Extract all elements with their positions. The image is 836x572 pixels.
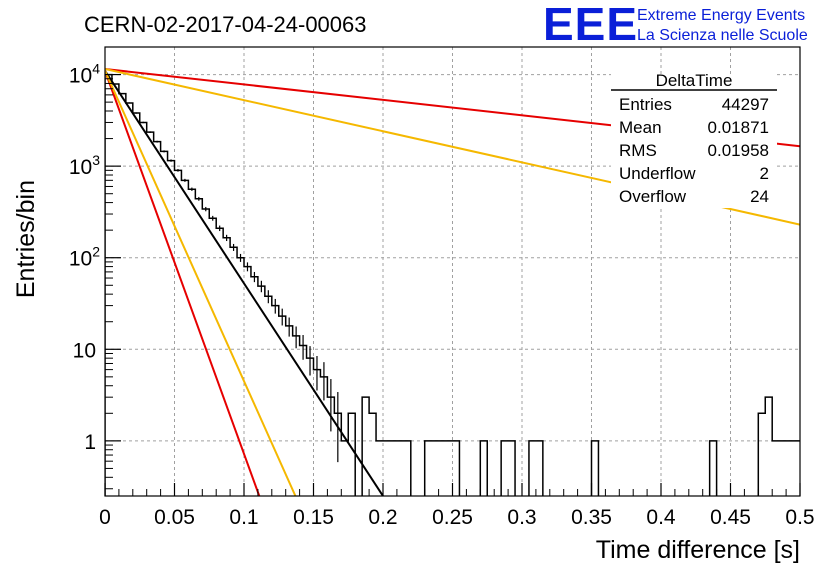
stat-underflow-value: 2 (760, 164, 769, 183)
x-tick-label: 0 (99, 506, 111, 529)
chart-title: CERN-02-2017-04-24-00063 (84, 12, 367, 37)
x-tick-label: 0.45 (710, 506, 751, 529)
stat-underflow-label: Underflow (619, 164, 696, 183)
histogram-bars (105, 73, 800, 496)
x-tick-label: 0.3 (507, 506, 536, 529)
stats-box: DeltaTime Entries 44297 Mean 0.01871 RMS… (611, 71, 777, 208)
fit-curve-4 (105, 70, 297, 496)
x-tick-label: 0.15 (293, 506, 334, 529)
fit-curve-0 (105, 70, 384, 496)
x-tick-label: 0.1 (229, 506, 258, 529)
eee-logo: EEE (543, 0, 638, 50)
x-tick-label: 0.25 (432, 506, 473, 529)
y-tick-label: 103 (69, 152, 100, 179)
logo-line-1: Extreme Energy Events (637, 7, 805, 24)
stat-rms-label: RMS (619, 141, 657, 160)
stat-overflow-label: Overflow (619, 187, 687, 206)
x-axis-label: Time difference [s] (596, 536, 800, 564)
logo-line-2: La Scienza nelle Scuole (637, 27, 808, 44)
stat-entries-value: 44297 (722, 95, 769, 114)
stat-entries-label: Entries (619, 95, 672, 114)
stat-mean-label: Mean (619, 118, 662, 137)
y-axis-label: Entries/bin (12, 180, 40, 298)
y-tick-label: 102 (69, 244, 100, 271)
fit-curve-2 (105, 70, 261, 496)
x-tick-label: 0.35 (571, 506, 612, 529)
stats-box-background (611, 74, 777, 208)
y-tick-label: 10 (73, 339, 96, 362)
stat-mean-value: 0.01871 (708, 118, 769, 137)
axes: 0 0.05 0.1 0.15 0.2 0.25 0.3 0.35 0.4 0.45 0.5 1 10 1… (69, 46, 815, 529)
x-tick-label: 0.05 (154, 506, 195, 529)
x-tick-label: 0.5 (785, 506, 814, 529)
x-tick-label: 0.2 (368, 506, 397, 529)
x-tick-label: 0.4 (646, 506, 676, 529)
y-tick-label: 1 (84, 431, 96, 454)
stat-rms-value: 0.01958 (708, 141, 769, 160)
stats-title: DeltaTime (656, 71, 733, 90)
stat-overflow-value: 24 (750, 187, 769, 206)
y-tick-label: 104 (69, 61, 100, 88)
histogram-series (105, 73, 800, 496)
